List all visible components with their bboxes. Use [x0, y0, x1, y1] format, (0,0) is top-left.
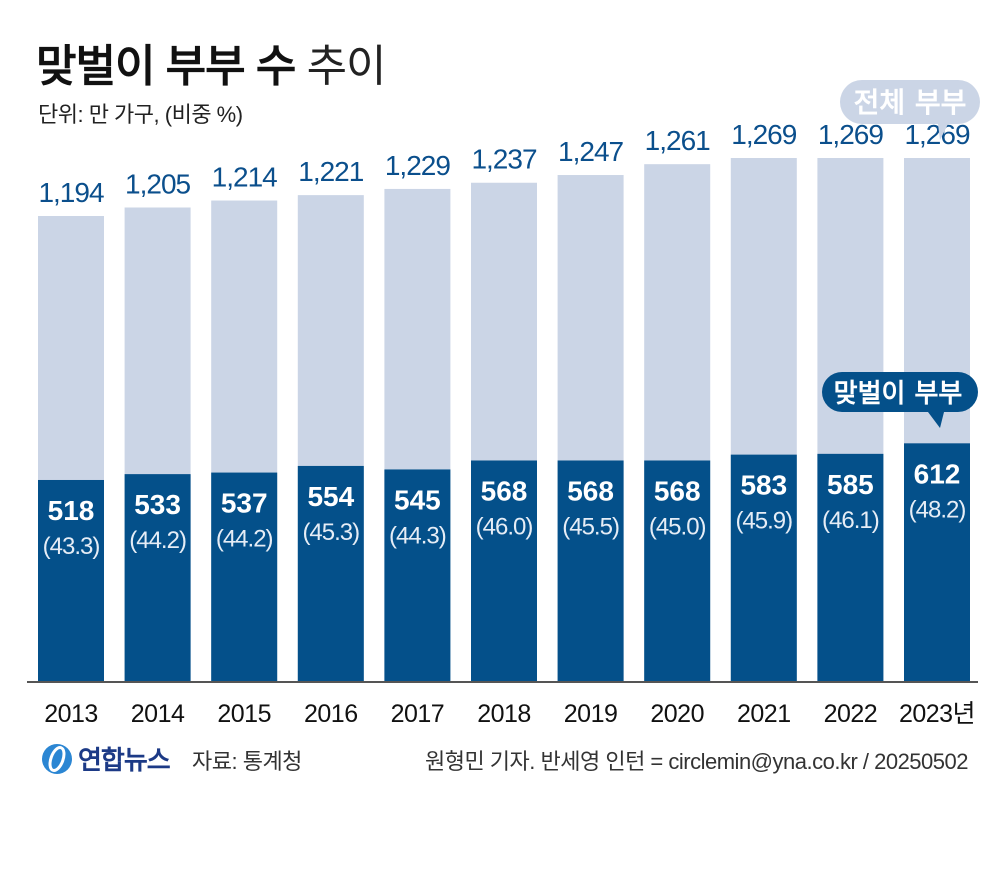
x-tick-label: 2013: [44, 700, 98, 728]
brand-name: 연합뉴스: [78, 745, 171, 775]
total-value-label: 1,194: [38, 177, 103, 208]
dual-bar: [297, 465, 364, 682]
title-light: 추이: [306, 42, 387, 91]
source-text: 자료: 통계청: [192, 749, 302, 774]
yonhap-logo-icon: [42, 743, 72, 774]
dual-callout-bubble: [822, 372, 978, 428]
dual-value-label: 568: [654, 475, 701, 506]
x-tick-label: 2017: [391, 700, 445, 728]
total-value-label: 1,214: [212, 162, 277, 193]
dual-bar: [211, 472, 278, 682]
dual-share-label: (48.2): [909, 496, 966, 523]
dual-value-label: 568: [567, 475, 614, 506]
dual-bar: [904, 443, 970, 682]
total-value-label: 1,269: [904, 119, 969, 150]
dual-value-label: 583: [740, 470, 787, 501]
title-bold: 맞벌이 부부 수: [36, 42, 296, 91]
x-tick-label: 2022: [824, 700, 878, 728]
bar-chart: 1,194 518 (43.3) 2013 1,205 533 (44.2) 2014 1,21…: [27, 80, 980, 728]
dual-bar: [471, 460, 537, 682]
dual-bar: [38, 479, 104, 682]
total-value-label: 1,205: [125, 168, 190, 199]
dual-bar: [644, 460, 711, 682]
dual-bar: [124, 474, 191, 682]
x-tick-label: 2020: [650, 700, 704, 728]
x-tick-label: 2016: [304, 700, 358, 728]
dual-share-label: (44.3): [389, 522, 446, 549]
dual-value-label: 585: [827, 469, 874, 500]
dual-bar: [730, 454, 797, 682]
dual-share-label: (46.1): [822, 507, 879, 534]
dual-value-label: 518: [48, 495, 95, 526]
dual-value-label: 533: [134, 489, 181, 520]
total-callout-text: 전체 부부: [854, 86, 967, 119]
dual-share-label: (45.9): [735, 508, 792, 535]
unit-label: 단위: 만 가구, (비중 %): [38, 102, 243, 127]
dual-share-label: (45.3): [302, 519, 359, 546]
x-tick-label: 2018: [477, 700, 531, 728]
dual-share-label: (43.3): [43, 533, 100, 560]
x-tick-label: 2019: [564, 700, 618, 728]
total-value-label: 1,237: [471, 144, 536, 175]
dual-bar: [384, 469, 451, 682]
chart-title: 맞벌이 부부 수 추이: [36, 30, 387, 94]
total-value-label: 1,261: [645, 125, 710, 156]
x-tick-label: 2014: [131, 700, 185, 728]
total-value-label: 1,247: [558, 136, 623, 167]
dual-bar: [817, 453, 884, 682]
total-value-label: 1,269: [818, 119, 883, 150]
total-value-label: 1,269: [731, 119, 796, 150]
total-callout-bubble: [840, 80, 980, 140]
dual-value-label: 545: [394, 484, 441, 515]
dual-share-label: (44.2): [216, 526, 273, 553]
dual-share-label: (46.0): [476, 513, 533, 540]
credit-text: 원형민 기자. 반세영 인턴 = circlemin@yna.co.kr / 2…: [424, 749, 969, 774]
dual-value-label: 612: [914, 458, 961, 489]
dual-share-label: (45.0): [649, 513, 706, 540]
x-tick-label: 2015: [217, 700, 271, 728]
dual-share-label: (44.2): [129, 527, 186, 554]
dual-callout-text: 맞벌이 부부: [834, 379, 963, 409]
dual-value-label: 537: [221, 488, 268, 519]
dual-value-label: 554: [307, 481, 354, 512]
dual-value-label: 568: [481, 475, 528, 506]
dual-share-label: (45.5): [562, 513, 619, 540]
dual-bar: [557, 460, 624, 682]
total-value-label: 1,229: [385, 150, 450, 181]
total-value-label: 1,221: [298, 156, 363, 187]
x-tick-label: 2021: [737, 700, 791, 728]
x-tick-label: 2023년: [899, 700, 975, 728]
yonhap-logo: 연합뉴스: [40, 740, 171, 777]
